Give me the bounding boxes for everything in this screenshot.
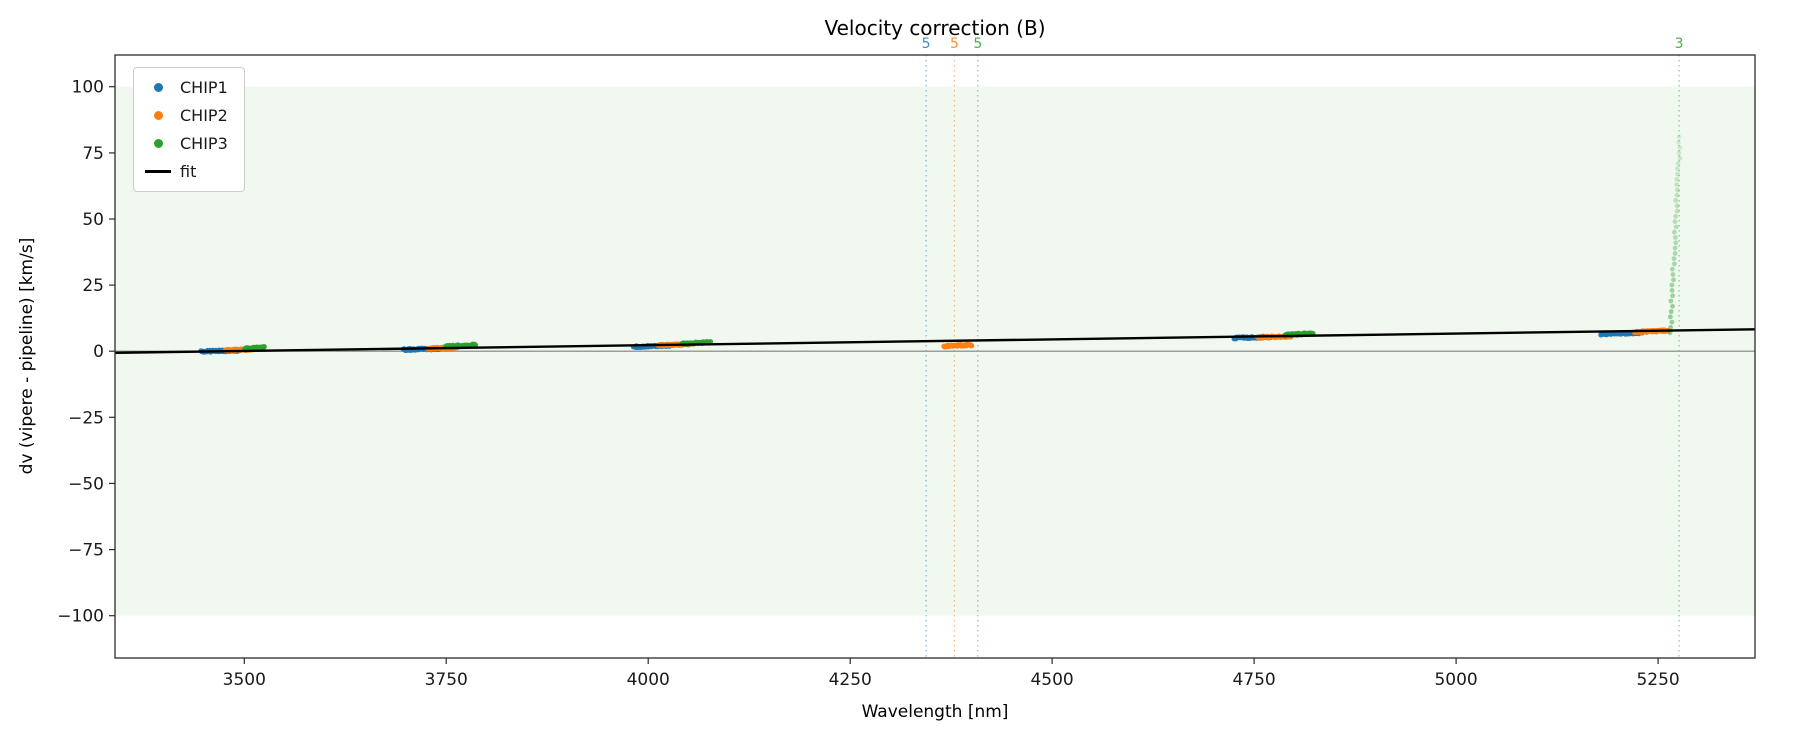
x-tick-label: 4750 (1232, 670, 1275, 690)
legend-label: CHIP2 (180, 106, 228, 125)
y-tick-label: −25 (68, 408, 104, 428)
y-tick-label: −75 (68, 541, 104, 561)
legend: CHIP1 CHIP2 CHIP3 fit (133, 67, 245, 192)
legend-item-chip2: CHIP2 (145, 106, 228, 125)
legend-dot-marker (145, 139, 171, 148)
legend-label: fit (180, 162, 197, 181)
x-tick-label: 4000 (627, 670, 670, 690)
y-tick-label: 50 (82, 210, 104, 230)
x-tick-label: 5000 (1434, 670, 1477, 690)
x-tick-label: 3500 (223, 670, 266, 690)
legend-label: CHIP3 (180, 134, 228, 153)
y-axis-label: dv (vipere - pipeline) [km/s] (17, 237, 37, 475)
fit-line (114, 328, 1756, 354)
vline-count-label: 3 (1675, 36, 1684, 52)
x-tick-label: 4500 (1030, 670, 1073, 690)
x-tick-label: 5250 (1636, 670, 1679, 690)
x-tick-label: 3750 (425, 670, 468, 690)
y-tick-label: 0 (93, 342, 104, 362)
legend-dot-marker (145, 111, 171, 120)
legend-line-marker (145, 170, 171, 173)
axes-spines (114, 54, 1756, 659)
x-tick-label: 4250 (829, 670, 872, 690)
series-chip3-outlier-spray (1667, 134, 1683, 336)
legend-item-chip1: CHIP1 (145, 78, 228, 97)
y-tick-label: 75 (82, 144, 104, 164)
legend-item-chip3: CHIP3 (145, 134, 228, 153)
y-tick-label: 25 (82, 276, 104, 296)
y-tick-label: 100 (72, 78, 104, 98)
vline-count-label: 5 (973, 36, 982, 52)
y-tick-label: −50 (68, 474, 104, 494)
legend-dot-marker (145, 83, 171, 92)
legend-label: CHIP1 (180, 78, 228, 97)
chart-title: Velocity correction (B) (824, 16, 1046, 40)
vline-count-label: 5 (922, 36, 931, 52)
x-axis-label: Wavelength [nm] (861, 702, 1009, 722)
y-tick-label: −100 (57, 607, 104, 627)
vline-count-label: 5 (950, 36, 959, 52)
legend-item-fit: fit (145, 162, 228, 181)
